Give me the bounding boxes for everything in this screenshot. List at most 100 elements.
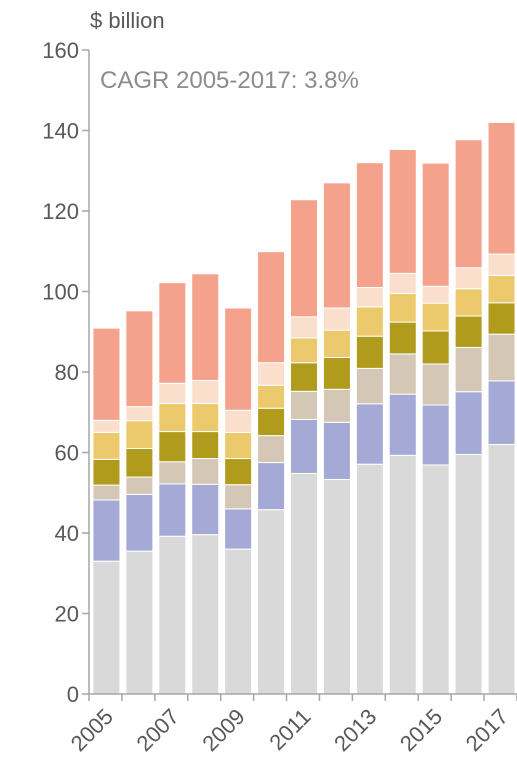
bar-segment-2016-s7 — [454, 139, 483, 269]
bar-segment-2014-s3 — [388, 353, 417, 395]
bar-segment-2007-s1 — [158, 535, 187, 695]
bar-segment-2011-s6 — [290, 316, 318, 339]
bar-segment-2011-s5 — [290, 337, 318, 364]
bar-segment-2013-s1 — [355, 463, 384, 695]
bar-segment-2009-s1 — [224, 548, 253, 695]
bar-segment-2014-s5 — [388, 293, 417, 323]
bar-segment-2017-s6 — [487, 253, 516, 276]
bar-segment-2005-s3 — [92, 484, 121, 501]
x-tick-label: 2009 — [197, 704, 249, 756]
bar-segment-2009-s5 — [224, 431, 253, 460]
bar-segment-2015-s7 — [421, 162, 450, 287]
bar-segment-2009-s7 — [224, 307, 253, 411]
bar-segment-2010-s1 — [257, 509, 286, 695]
bar-segment-2008-s3 — [191, 458, 220, 485]
x-tick-label: 2005 — [66, 704, 118, 756]
y-tick-label: 60 — [55, 441, 79, 466]
bar-segment-2007-s3 — [158, 461, 187, 485]
bar-segment-2012-s4 — [322, 357, 351, 390]
bar-segment-2007-s5 — [158, 402, 187, 433]
bar-segment-2016-s3 — [454, 346, 483, 393]
bar-segment-2011-s1 — [290, 472, 318, 695]
bar-segment-2011-s2 — [290, 419, 318, 474]
bar-segment-2016-s2 — [454, 391, 483, 456]
bar-segment-2015-s6 — [421, 285, 450, 304]
bar-segment-2006-s2 — [125, 493, 154, 552]
bar-segment-2011-s3 — [290, 390, 318, 421]
bar-segment-2015-s1 — [421, 464, 450, 695]
bar-segment-2006-s3 — [125, 476, 154, 495]
bar-segment-2014-s4 — [388, 321, 417, 355]
bar-segment-2011-s4 — [290, 362, 318, 392]
bar-segment-2007-s6 — [158, 382, 187, 404]
bar-segment-2016-s6 — [454, 267, 483, 290]
y-tick-label: 100 — [42, 280, 79, 305]
bar-segment-2014-s6 — [388, 272, 417, 295]
bar-segment-2006-s6 — [125, 406, 154, 422]
bar-segment-2010-s4 — [257, 407, 286, 437]
y-axis-label: $ billion — [90, 8, 165, 33]
bar-segment-2012-s2 — [322, 421, 351, 480]
y-tick-label: 120 — [42, 199, 79, 224]
y-tick-label: 140 — [42, 119, 79, 144]
bar-segment-2008-s2 — [191, 483, 220, 536]
bar-segment-2007-s4 — [158, 431, 187, 463]
bar-segment-2009-s6 — [224, 409, 253, 433]
x-tick-label: 2017 — [461, 704, 513, 756]
y-tick-label: 0 — [67, 682, 79, 707]
bar-segment-2017-s3 — [487, 333, 516, 382]
bar-segment-2017-s4 — [487, 302, 516, 335]
bar-segment-2008-s7 — [191, 273, 220, 381]
bar-segment-2013-s2 — [355, 403, 384, 465]
bar-segment-2005-s7 — [92, 327, 121, 421]
bar-segment-2010-s5 — [257, 384, 286, 409]
bar-segment-2012-s1 — [322, 478, 351, 695]
bar-segment-2012-s6 — [322, 307, 351, 331]
x-tick-label: 2007 — [132, 704, 184, 756]
y-tick-label: 40 — [55, 521, 79, 546]
bar-segment-2013-s4 — [355, 335, 384, 369]
bar-segment-2017-s1 — [487, 443, 516, 695]
bar-segment-2008-s6 — [191, 379, 220, 404]
bar-segment-2009-s3 — [224, 484, 253, 510]
bar-segment-2006-s5 — [125, 420, 154, 449]
bar-segment-2006-s1 — [125, 550, 154, 695]
bar-segment-2005-s4 — [92, 458, 121, 486]
y-tick-label: 80 — [55, 360, 79, 385]
bar-segment-2016-s4 — [454, 315, 483, 348]
bar-segment-2009-s4 — [224, 458, 253, 486]
bar-segment-2005-s6 — [92, 419, 121, 433]
bar-segment-2006-s4 — [125, 447, 154, 478]
bar-segment-2017-s2 — [487, 380, 516, 445]
bar-segment-2005-s5 — [92, 431, 121, 460]
y-ticks-group: 0 20 40 60 80 100 120 140 160 — [42, 38, 89, 707]
bar-segment-2015-s2 — [421, 404, 450, 466]
bar-segment-2008-s4 — [191, 431, 220, 460]
bar-segment-2012-s3 — [322, 388, 351, 423]
x-tick-label: 2013 — [329, 704, 381, 756]
bar-segment-2006-s7 — [125, 310, 154, 408]
bar-segment-2005-s1 — [92, 560, 121, 695]
bar-segment-2005-s2 — [92, 499, 121, 562]
bar-segment-2014-s1 — [388, 454, 417, 695]
bar-segment-2017-s5 — [487, 274, 516, 304]
bar-segment-2008-s5 — [191, 402, 220, 433]
bar-segment-2014-s2 — [388, 393, 417, 456]
bar-segment-2016-s1 — [454, 454, 483, 695]
y-tick-label: 160 — [42, 38, 79, 63]
bar-segment-2016-s5 — [454, 288, 483, 317]
bar-segment-2013-s5 — [355, 306, 384, 337]
bar-segment-2009-s2 — [224, 508, 253, 550]
bar-segment-2010-s6 — [257, 362, 286, 386]
x-ticks-group: 2005 2007 2009 2011 2013 2015 2017 — [66, 694, 517, 756]
bar-segment-2017-s7 — [487, 121, 516, 255]
bar-segment-2012-s5 — [322, 329, 351, 359]
bar-segment-2013-s6 — [355, 286, 384, 308]
bar-segment-2015-s3 — [421, 363, 450, 406]
y-tick-label: 20 — [55, 602, 79, 627]
bar-segment-2015-s5 — [421, 302, 450, 332]
bar-segment-2011-s7 — [290, 199, 318, 318]
bar-segment-2007-s7 — [158, 282, 187, 384]
bar-segment-2012-s7 — [322, 182, 351, 309]
